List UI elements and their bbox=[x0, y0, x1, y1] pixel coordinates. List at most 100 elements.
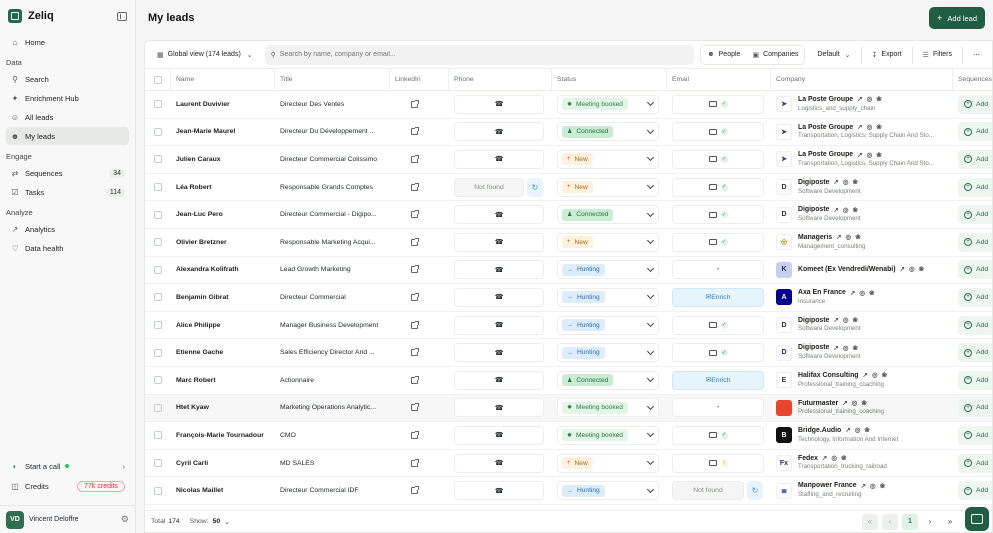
column-header-phone[interactable]: Phone bbox=[449, 68, 552, 91]
hubspot-icon[interactable]: ❀ bbox=[881, 372, 888, 380]
email-button[interactable]: • bbox=[672, 398, 764, 418]
external-link-icon[interactable]: ↗ bbox=[842, 399, 848, 407]
external-link-icon[interactable]: ↗ bbox=[862, 372, 868, 380]
add-to-sequence-button[interactable]: + Add bbox=[958, 370, 992, 390]
external-link-icon[interactable]: ↗ bbox=[860, 482, 867, 490]
table-row[interactable]: François-Marie Tournadour CMO ☎ ✹ Meeting bo… bbox=[145, 422, 992, 450]
row-checkbox[interactable] bbox=[154, 431, 162, 440]
external-link-icon[interactable]: ↗ bbox=[845, 427, 851, 435]
table-row[interactable]: Olivier Bretzner Responsable Marketing Ac… bbox=[145, 229, 992, 257]
companies-tab[interactable]: ▣ Companies bbox=[746, 46, 804, 64]
email-button[interactable]: ✓ bbox=[672, 343, 764, 363]
phone-button[interactable]: ☎ bbox=[454, 425, 544, 445]
hubspot-icon[interactable]: ❀ bbox=[876, 96, 882, 104]
hubspot-icon[interactable]: ❀ bbox=[852, 206, 858, 214]
email-button[interactable]: • bbox=[672, 260, 764, 280]
row-checkbox[interactable] bbox=[154, 486, 162, 495]
table-row[interactable]: Benjamin Gibrat Directeur Commercial ☎ → Hun… bbox=[145, 284, 992, 312]
external-link-icon[interactable] bbox=[411, 210, 419, 219]
external-link-icon[interactable] bbox=[411, 375, 419, 384]
external-link-icon[interactable]: ↗ bbox=[836, 234, 842, 242]
lead-name[interactable]: Marc Robert bbox=[176, 376, 216, 384]
page-size-selector[interactable]: Show: 50 ⌄ bbox=[190, 518, 230, 526]
add-to-sequence-button[interactable]: + Add bbox=[958, 260, 992, 280]
column-header-status[interactable]: Status bbox=[552, 68, 667, 91]
hubspot-icon[interactable]: ❀ bbox=[852, 317, 858, 325]
status-dropdown[interactable]: + New bbox=[557, 149, 659, 169]
external-link-icon[interactable] bbox=[411, 127, 419, 136]
table-row[interactable]: Julien Caraux Directeur Commercial Coliss… bbox=[145, 146, 992, 174]
phone-button[interactable]: ☎ bbox=[454, 398, 544, 418]
table-row[interactable]: Etienne Gache Sales Efficiency Director A… bbox=[145, 339, 992, 367]
table-row[interactable]: Jean-Marie Maurel Directeur Du Développem… bbox=[145, 119, 992, 147]
add-to-sequence-button[interactable]: + Add bbox=[958, 481, 992, 501]
lead-name[interactable]: Jean-Marie Maurel bbox=[176, 128, 236, 136]
external-link-icon[interactable] bbox=[411, 265, 419, 274]
lead-name[interactable]: Htet Kyaw bbox=[176, 404, 209, 412]
default-sort-dropdown[interactable]: Default ⌄ bbox=[811, 45, 856, 65]
start-call-button[interactable]: ◐ Start a call › bbox=[6, 457, 129, 475]
enrich-button[interactable]: ✉ Enrich bbox=[672, 370, 764, 390]
lead-name[interactable]: Léa Robert bbox=[176, 183, 212, 191]
status-dropdown[interactable]: ♟ Connected bbox=[557, 205, 659, 225]
lead-name[interactable]: Jean-Luc Pero bbox=[176, 211, 223, 219]
hubspot-icon[interactable]: ❀ bbox=[864, 427, 870, 435]
add-to-sequence-button[interactable]: + Add bbox=[958, 343, 992, 363]
external-link-icon[interactable] bbox=[411, 486, 419, 495]
sidebar-item-my-leads[interactable]: ☻ My leads bbox=[6, 127, 129, 145]
company-name[interactable]: Digiposte bbox=[798, 316, 830, 324]
row-checkbox[interactable] bbox=[154, 376, 162, 385]
chat-support-icon[interactable] bbox=[965, 507, 989, 531]
phone-button[interactable]: ☎ bbox=[454, 370, 544, 390]
table-row[interactable]: Jean-Luc Pero Directeur Commercial - Digi… bbox=[145, 201, 992, 229]
row-checkbox[interactable] bbox=[154, 238, 162, 247]
table-row[interactable]: Marc Robert Actionnaire ☎ ♟ Connected ✉ Enric… bbox=[145, 367, 992, 395]
next-page-button[interactable]: › bbox=[928, 517, 932, 526]
globe-icon[interactable]: ◎ bbox=[866, 123, 873, 131]
status-dropdown[interactable]: → Hunting bbox=[557, 343, 659, 363]
company-name[interactable]: Digiposte bbox=[798, 178, 830, 186]
row-checkbox[interactable] bbox=[154, 403, 162, 412]
column-header-linkedin[interactable]: LinkedIn bbox=[390, 68, 449, 91]
collapse-sidebar-icon[interactable] bbox=[117, 11, 127, 21]
phone-button[interactable]: ☎ bbox=[454, 481, 544, 501]
phone-button[interactable]: ☎ bbox=[454, 232, 544, 252]
lead-name[interactable]: Olivier Bretzner bbox=[176, 238, 227, 246]
row-checkbox[interactable] bbox=[154, 293, 162, 302]
row-checkbox[interactable] bbox=[154, 183, 162, 192]
status-dropdown[interactable]: ✹ Meeting booked bbox=[557, 425, 659, 445]
company-name[interactable]: Axa En France bbox=[798, 289, 846, 297]
external-link-icon[interactable]: ↗ bbox=[899, 265, 905, 273]
hubspot-icon[interactable]: ❀ bbox=[852, 179, 858, 187]
hubspot-icon[interactable]: ❀ bbox=[852, 344, 858, 352]
external-link-icon[interactable]: ↗ bbox=[833, 206, 839, 214]
status-dropdown[interactable]: ♟ Connected bbox=[557, 370, 659, 390]
lead-name[interactable]: Julien Caraux bbox=[176, 155, 221, 163]
external-link-icon[interactable]: ↗ bbox=[833, 317, 839, 325]
external-link-icon[interactable]: ↗ bbox=[857, 96, 863, 104]
status-dropdown[interactable]: + New bbox=[557, 232, 659, 252]
external-link-icon[interactable] bbox=[411, 182, 419, 191]
status-dropdown[interactable]: → Hunting bbox=[557, 481, 659, 501]
company-name[interactable]: Halifax Consulting bbox=[798, 372, 859, 380]
sidebar-item-home[interactable]: ⌂ Home bbox=[6, 33, 129, 51]
credits-row[interactable]: ◫ Credits 77k credits bbox=[6, 477, 129, 495]
sidebar-item-tasks[interactable]: ☑ Tasks 114 bbox=[6, 183, 129, 201]
export-button[interactable]: ↧ Export bbox=[866, 45, 908, 65]
search-input[interactable] bbox=[279, 51, 689, 58]
hubspot-icon[interactable]: ❀ bbox=[861, 399, 867, 407]
phone-button[interactable]: ☎ bbox=[454, 149, 544, 169]
globe-icon[interactable]: ◎ bbox=[831, 455, 838, 463]
row-checkbox[interactable] bbox=[154, 127, 162, 136]
email-button[interactable]: ! bbox=[672, 453, 764, 473]
row-checkbox[interactable] bbox=[154, 155, 162, 164]
company-name[interactable]: Fedex bbox=[798, 454, 818, 462]
external-link-icon[interactable]: ↗ bbox=[857, 123, 863, 131]
add-to-sequence-button[interactable]: + Add bbox=[958, 453, 992, 473]
enrich-button[interactable]: ✉ Enrich bbox=[672, 287, 764, 307]
external-link-icon[interactable] bbox=[411, 99, 419, 108]
external-link-icon[interactable]: ↗ bbox=[849, 289, 856, 297]
table-row[interactable]: Htet Kyaw Marketing Operations Analytic..… bbox=[145, 394, 992, 423]
column-header-title[interactable]: Title bbox=[275, 68, 390, 91]
add-to-sequence-button[interactable]: + Add bbox=[958, 287, 992, 307]
